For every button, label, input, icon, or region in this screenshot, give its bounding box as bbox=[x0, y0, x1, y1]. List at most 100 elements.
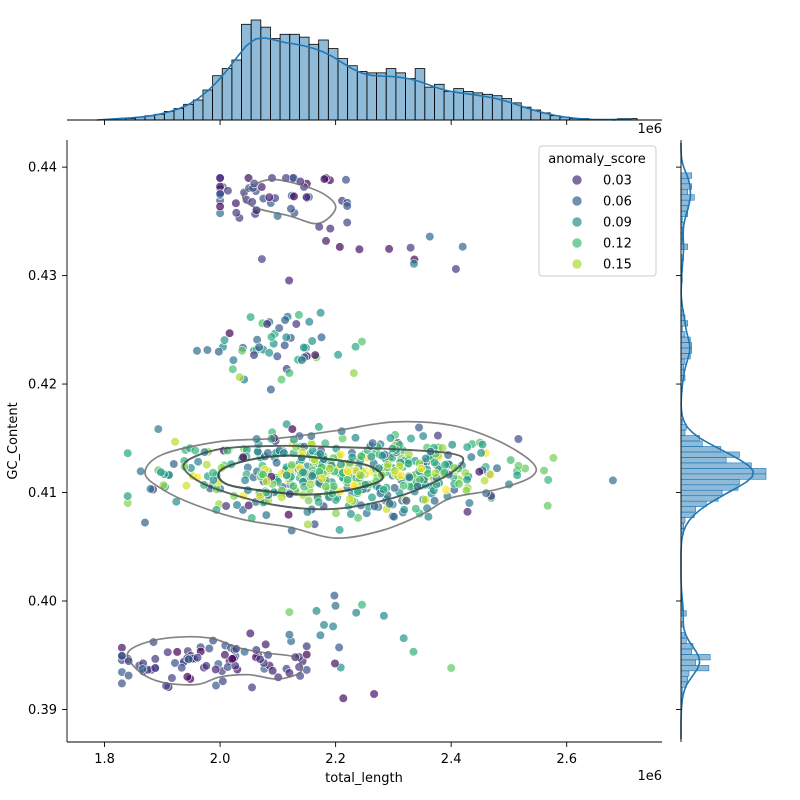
scatter-point bbox=[117, 678, 127, 689]
scatter-point bbox=[386, 433, 396, 443]
scatter-point bbox=[440, 460, 450, 470]
scatter-point bbox=[284, 275, 294, 286]
right-histogram-bar bbox=[680, 632, 686, 639]
right-histogram-bar bbox=[680, 670, 690, 677]
scatter-point bbox=[298, 467, 308, 477]
top-histogram-bar bbox=[289, 33, 300, 121]
scatter-point bbox=[263, 650, 273, 660]
scatter-point bbox=[284, 630, 295, 640]
kde-contour-outer bbox=[144, 420, 538, 539]
scatter-point bbox=[211, 680, 221, 691]
scatter-point bbox=[272, 351, 282, 361]
scatter-point bbox=[485, 470, 496, 480]
scatter-point bbox=[325, 224, 335, 234]
scatter-points bbox=[117, 173, 618, 703]
scatter-point bbox=[266, 332, 277, 342]
top-histogram-bar bbox=[347, 65, 358, 121]
scatter-point bbox=[150, 663, 160, 673]
scatter-point bbox=[117, 651, 127, 661]
scatter-point bbox=[264, 348, 274, 358]
scatter-point bbox=[476, 448, 486, 458]
scatter-point bbox=[433, 431, 443, 441]
scatter-point bbox=[406, 433, 416, 444]
right-histogram-bar bbox=[680, 676, 688, 683]
legend-frame bbox=[538, 145, 657, 277]
scatter-point bbox=[441, 485, 451, 495]
right-marginal-histogram bbox=[676, 140, 767, 742]
scatter-point bbox=[409, 259, 419, 269]
scatter-point bbox=[384, 244, 394, 254]
scatter-point bbox=[543, 501, 553, 511]
scatter-point bbox=[608, 475, 618, 486]
scatter-point bbox=[227, 654, 237, 664]
legend-marker bbox=[571, 174, 583, 186]
scatter-point bbox=[315, 630, 326, 640]
scatter-point bbox=[184, 654, 194, 664]
scatter-point bbox=[140, 517, 150, 528]
scatter-point bbox=[543, 475, 553, 485]
legend-marker bbox=[571, 195, 583, 207]
scatter-point bbox=[228, 364, 238, 374]
scatter-point bbox=[330, 601, 341, 611]
right-histogram-bar bbox=[680, 517, 686, 524]
scatter-point bbox=[317, 473, 327, 483]
legend-label: 0.09 bbox=[603, 216, 632, 231]
scatter-point bbox=[357, 600, 367, 610]
scatter-point bbox=[310, 350, 320, 360]
scatter-point bbox=[462, 442, 472, 452]
scatter-point bbox=[430, 496, 440, 506]
top-marginal-ticks bbox=[104, 120, 568, 125]
scatter-point bbox=[421, 453, 431, 464]
scatter-point bbox=[337, 426, 347, 436]
scatter-point bbox=[254, 342, 264, 352]
scatter-point bbox=[202, 460, 212, 470]
scatter-point bbox=[321, 482, 331, 492]
scatter-point bbox=[262, 477, 272, 487]
top-marginal-bars bbox=[115, 19, 638, 121]
top-histogram-bar bbox=[356, 71, 368, 121]
scatter-point bbox=[255, 654, 265, 664]
scatter-point bbox=[351, 342, 361, 352]
scatter-point bbox=[272, 458, 282, 468]
scatter-point bbox=[193, 457, 203, 467]
scatter-point bbox=[342, 217, 352, 228]
scatter-point bbox=[548, 453, 559, 463]
scatter-point bbox=[341, 175, 351, 185]
top-histogram-bar bbox=[250, 19, 262, 121]
scatter-point bbox=[316, 332, 327, 342]
scatter-point bbox=[350, 433, 361, 443]
scatter-point bbox=[385, 499, 395, 509]
scatter-point bbox=[377, 451, 387, 461]
scatter-point bbox=[328, 621, 338, 632]
legend-label: 0.03 bbox=[603, 174, 632, 189]
scatter-point bbox=[117, 643, 127, 653]
right-histogram-bar bbox=[680, 665, 710, 672]
scatter-point bbox=[399, 633, 409, 643]
scatter-point bbox=[252, 335, 262, 345]
legend-entries: 0.03 0.06 0.09 0.12 0.15 bbox=[571, 174, 632, 273]
scatter-point bbox=[321, 236, 331, 246]
right-histogram-bar bbox=[680, 199, 690, 206]
scatter-point bbox=[215, 201, 225, 212]
right-histogram-bar bbox=[680, 331, 686, 338]
scatter-point bbox=[177, 663, 187, 673]
scatter-point bbox=[539, 466, 549, 476]
top-histogram-bar bbox=[298, 36, 310, 121]
scatter-point bbox=[351, 608, 361, 618]
scatter-point bbox=[329, 590, 340, 601]
scatter-point bbox=[336, 449, 346, 460]
scatter-point bbox=[280, 315, 290, 325]
scatter-point bbox=[291, 319, 301, 329]
right-marginal-kde-line bbox=[680, 142, 755, 740]
scatter-point bbox=[349, 368, 359, 378]
scatter-point bbox=[329, 481, 339, 491]
scatter-point bbox=[215, 189, 225, 199]
scatter-point bbox=[399, 505, 409, 515]
scatter-point bbox=[303, 519, 313, 530]
top-histogram-bar bbox=[443, 91, 455, 121]
legend-label: 0.15 bbox=[603, 258, 632, 273]
legend: anomaly_score 0.03 0.06 0.09 0.12 0.15 bbox=[538, 145, 657, 277]
scatter-point bbox=[243, 173, 254, 183]
scatter-point bbox=[169, 459, 179, 469]
scatter-point bbox=[335, 242, 345, 252]
